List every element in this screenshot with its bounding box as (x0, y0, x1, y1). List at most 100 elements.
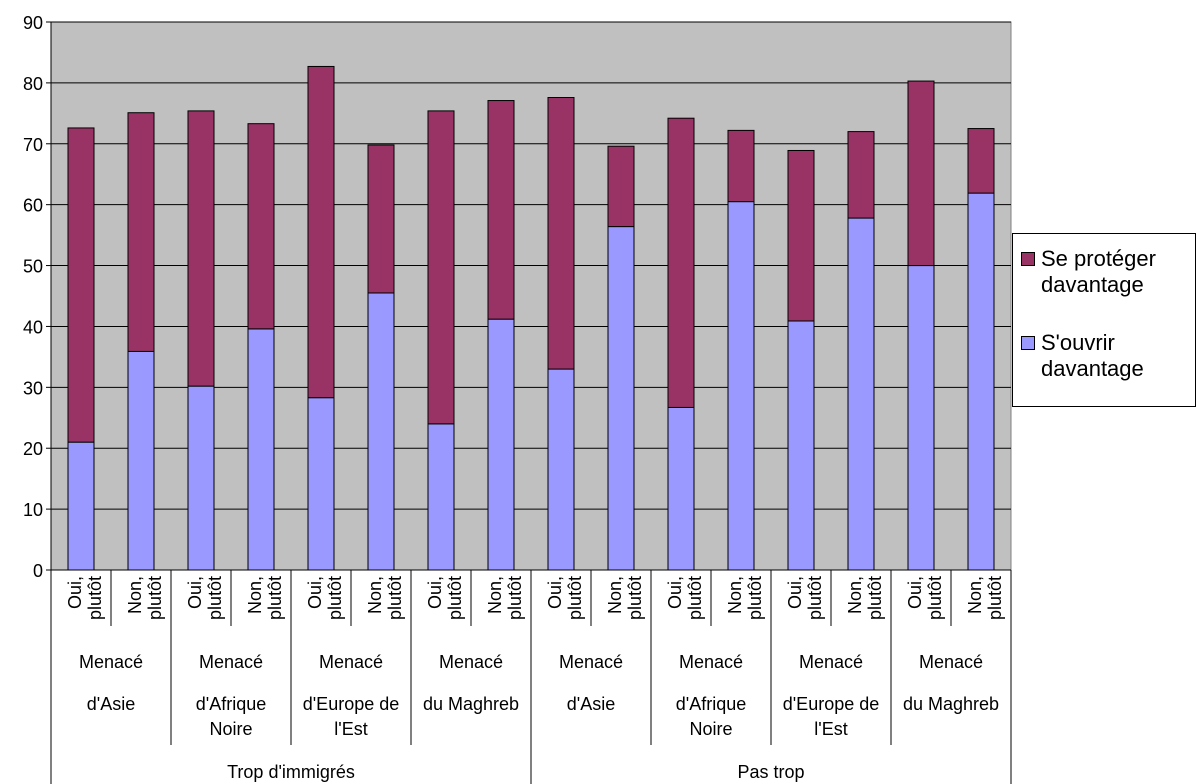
bar-se-proteger (427, 110, 455, 425)
x-category-label-line: Non, (605, 576, 625, 614)
x-subgroup-label: d'Asie (567, 694, 615, 714)
x-subgroup-label: Menacé (79, 652, 143, 672)
legend-label-s-ouvrir: S'ouvrir davantage (1041, 330, 1144, 381)
x-subgroup-label: l'Est (334, 719, 367, 739)
bar-s-ouvrir (67, 441, 95, 571)
x-subgroup-label: d'Europe de (783, 694, 880, 714)
bar-s-ouvrir (607, 226, 635, 571)
bar-se-proteger (307, 65, 335, 399)
x-category-label-line: plutôt (85, 576, 105, 620)
bar-s-ouvrir (187, 385, 215, 571)
x-category-label-line: plutôt (565, 576, 585, 620)
x-category-label-line: plutôt (685, 576, 705, 620)
bar-se-proteger (847, 131, 875, 219)
bar-s-ouvrir (367, 292, 395, 571)
x-category-label-line: Non, (365, 576, 385, 614)
x-category-label: Non,plutôt (605, 576, 645, 620)
x-category-label-line: plutôt (985, 576, 1005, 620)
x-subgroup-label: Menacé (199, 652, 263, 672)
x-category-label-line: Oui, (185, 576, 205, 609)
bar-s-ouvrir (907, 265, 935, 571)
bar-se-proteger (907, 80, 935, 267)
legend-item-se-proteger: Se protéger davantage (1021, 246, 1191, 298)
bar-s-ouvrir (487, 318, 515, 571)
x-axis: Oui,plutôt Non,plutôt Oui,plutôt Non,plutôt… (50, 569, 1012, 784)
bar-se-proteger (667, 117, 695, 408)
bar-s-ouvrir (247, 328, 275, 571)
x-category-label: Oui,plutôt (425, 576, 465, 620)
x-subgroup-label: du Maghreb (423, 694, 519, 714)
bar-se-proteger (727, 129, 755, 203)
legend-swatch-se-proteger (1021, 252, 1035, 266)
x-category-label-line: Oui, (425, 576, 445, 609)
bars (67, 65, 995, 571)
x-category-label-line: plutôt (205, 576, 225, 620)
x-subgroup-label: Noire (689, 719, 732, 739)
x-category-label-line: plutôt (925, 576, 945, 620)
x-subgroup-label: Menacé (679, 652, 743, 672)
x-category-label-line: Oui, (65, 576, 85, 609)
x-category-label: Oui,plutôt (305, 576, 345, 620)
x-category-label-line: plutôt (625, 576, 645, 620)
x-category-label-line: Non, (965, 576, 985, 614)
x-category-label: Non,plutôt (965, 576, 1005, 620)
x-category-label: Oui,plutôt (905, 576, 945, 620)
legend-item-s-ouvrir: S'ouvrir davantage (1021, 330, 1191, 382)
x-subgroup-label: d'Afrique (676, 694, 746, 714)
y-tick-label: 50 (23, 257, 43, 277)
y-tick-label: 30 (23, 378, 43, 398)
bar-se-proteger (607, 145, 635, 228)
x-category-label: Non,plutôt (245, 576, 285, 620)
x-category-label: Oui,plutôt (665, 576, 705, 620)
x-category-label-line: Oui, (905, 576, 925, 609)
legend: Se protéger davantage S'ouvrir davantage (1012, 233, 1196, 407)
y-tick-label: 20 (23, 439, 43, 459)
bar-se-proteger (247, 123, 275, 330)
x-category-label-line: Oui, (545, 576, 565, 609)
x-category-label-line: plutôt (325, 576, 345, 620)
legend-swatch-s-ouvrir (1021, 336, 1035, 350)
x-subgroup-label: du Maghreb (903, 694, 999, 714)
x-category-label: Non,plutôt (845, 576, 885, 620)
x-subgroup-label: Menacé (439, 652, 503, 672)
y-tick-label: 0 (33, 561, 43, 581)
x-subgroup-label: Menacé (559, 652, 623, 672)
x-category-label: Non,plutôt (125, 576, 165, 620)
x-subgroup-label: d'Asie (87, 694, 135, 714)
x-category-label-line: plutôt (865, 576, 885, 620)
bar-s-ouvrir (847, 217, 875, 571)
x-category-label-line: plutôt (745, 576, 765, 620)
y-tick-label: 10 (23, 500, 43, 520)
x-subgroup-label: Menacé (919, 652, 983, 672)
x-category-label: Non,plutôt (725, 576, 765, 620)
x-category-label-line: Oui, (665, 576, 685, 609)
y-axis: 0 10 20 30 40 50 60 70 80 90 (23, 13, 52, 581)
bar-se-proteger (187, 110, 215, 387)
x-subgroup-label: d'Afrique (196, 694, 266, 714)
bar-se-proteger (547, 97, 575, 370)
x-category-label-line: Non, (725, 576, 745, 614)
bar-se-proteger (487, 100, 515, 320)
y-tick-label: 80 (23, 74, 43, 94)
bar-s-ouvrir (727, 201, 755, 571)
bar-s-ouvrir (127, 350, 155, 571)
bar-s-ouvrir (307, 397, 335, 571)
bar-s-ouvrir (967, 192, 995, 571)
y-tick-label: 70 (23, 135, 43, 155)
y-tick-label: 60 (23, 196, 43, 216)
x-category-label-line: plutôt (265, 576, 285, 620)
x-subgroup-label: Menacé (319, 652, 383, 672)
x-category-label: Non,plutôt (365, 576, 405, 620)
x-category-label-line: plutôt (445, 576, 465, 620)
x-category-label-line: Non, (125, 576, 145, 614)
x-category-label: Oui,plutôt (785, 576, 825, 620)
y-tick-label: 90 (23, 13, 43, 33)
x-category-label-line: plutôt (145, 576, 165, 620)
bar-s-ouvrir (547, 368, 575, 571)
x-category-label-line: Non, (845, 576, 865, 614)
x-category-label-line: plutôt (385, 576, 405, 620)
x-category-label: Non,plutôt (485, 576, 525, 620)
x-group-label: Pas trop (737, 762, 804, 782)
x-category-label-line: plutôt (505, 576, 525, 620)
